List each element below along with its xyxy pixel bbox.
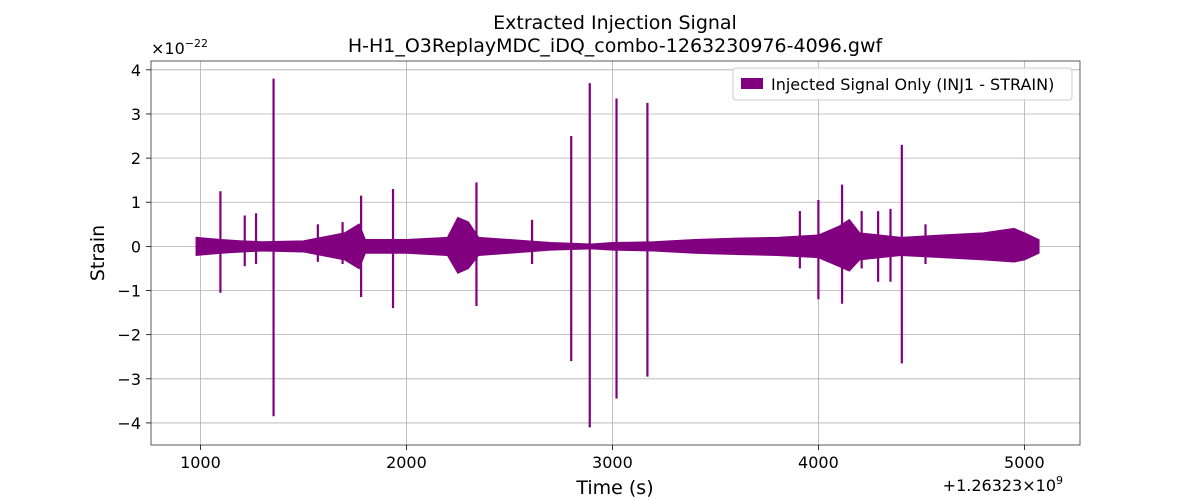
y-multiplier-label: ×10−22 xyxy=(151,37,208,58)
y-multiplier-exponent: −22 xyxy=(185,37,208,50)
data-series-layer xyxy=(195,78,1040,428)
x-tick-label: 3000 xyxy=(592,453,633,472)
x-axis-label: Time (s) xyxy=(575,477,653,499)
x-tick-label: 2000 xyxy=(386,453,427,472)
legend-entry-label: Injected Signal Only (INJ1 - STRAIN) xyxy=(771,75,1054,94)
y-tick-label: −3 xyxy=(117,370,141,389)
legend: Injected Signal Only (INJ1 - STRAIN) xyxy=(732,67,1073,101)
y-tick-label: −2 xyxy=(117,326,141,345)
chart-title: Extracted Injection Signal xyxy=(493,12,737,34)
y-tick-label: −1 xyxy=(117,282,141,301)
y-tick-label: 2 xyxy=(131,149,141,168)
y-tick-label: 3 xyxy=(131,105,141,124)
y-tick-label: 4 xyxy=(131,61,141,80)
x-tick-label: 5000 xyxy=(1004,453,1045,472)
legend-swatch xyxy=(741,78,763,89)
x-offset-label: +1.26323×109 xyxy=(943,474,1063,495)
y-tick-label: 0 xyxy=(131,237,141,256)
y-axis-label: Strain xyxy=(87,225,109,281)
x-offset-base: +1.26323×10 xyxy=(943,476,1056,495)
y-tick-label: 1 xyxy=(131,193,141,212)
x-tick-label: 1000 xyxy=(180,453,221,472)
x-offset-exponent: 9 xyxy=(1056,474,1063,487)
legend-frame xyxy=(732,67,1073,101)
x-tick-label: 4000 xyxy=(798,453,839,472)
y-tick-label: −4 xyxy=(117,414,141,433)
axis-ticks: 1000 2000 3000 4000 5000 −4 −3 −2 −1 0 1 2 3 4 xyxy=(117,61,1044,472)
plot-frame xyxy=(150,60,1081,446)
chart-subtitle: H-H1_O3ReplayMDC_iDQ_combo-1263230976-40… xyxy=(348,35,884,57)
y-multiplier-base: ×10 xyxy=(151,39,185,58)
